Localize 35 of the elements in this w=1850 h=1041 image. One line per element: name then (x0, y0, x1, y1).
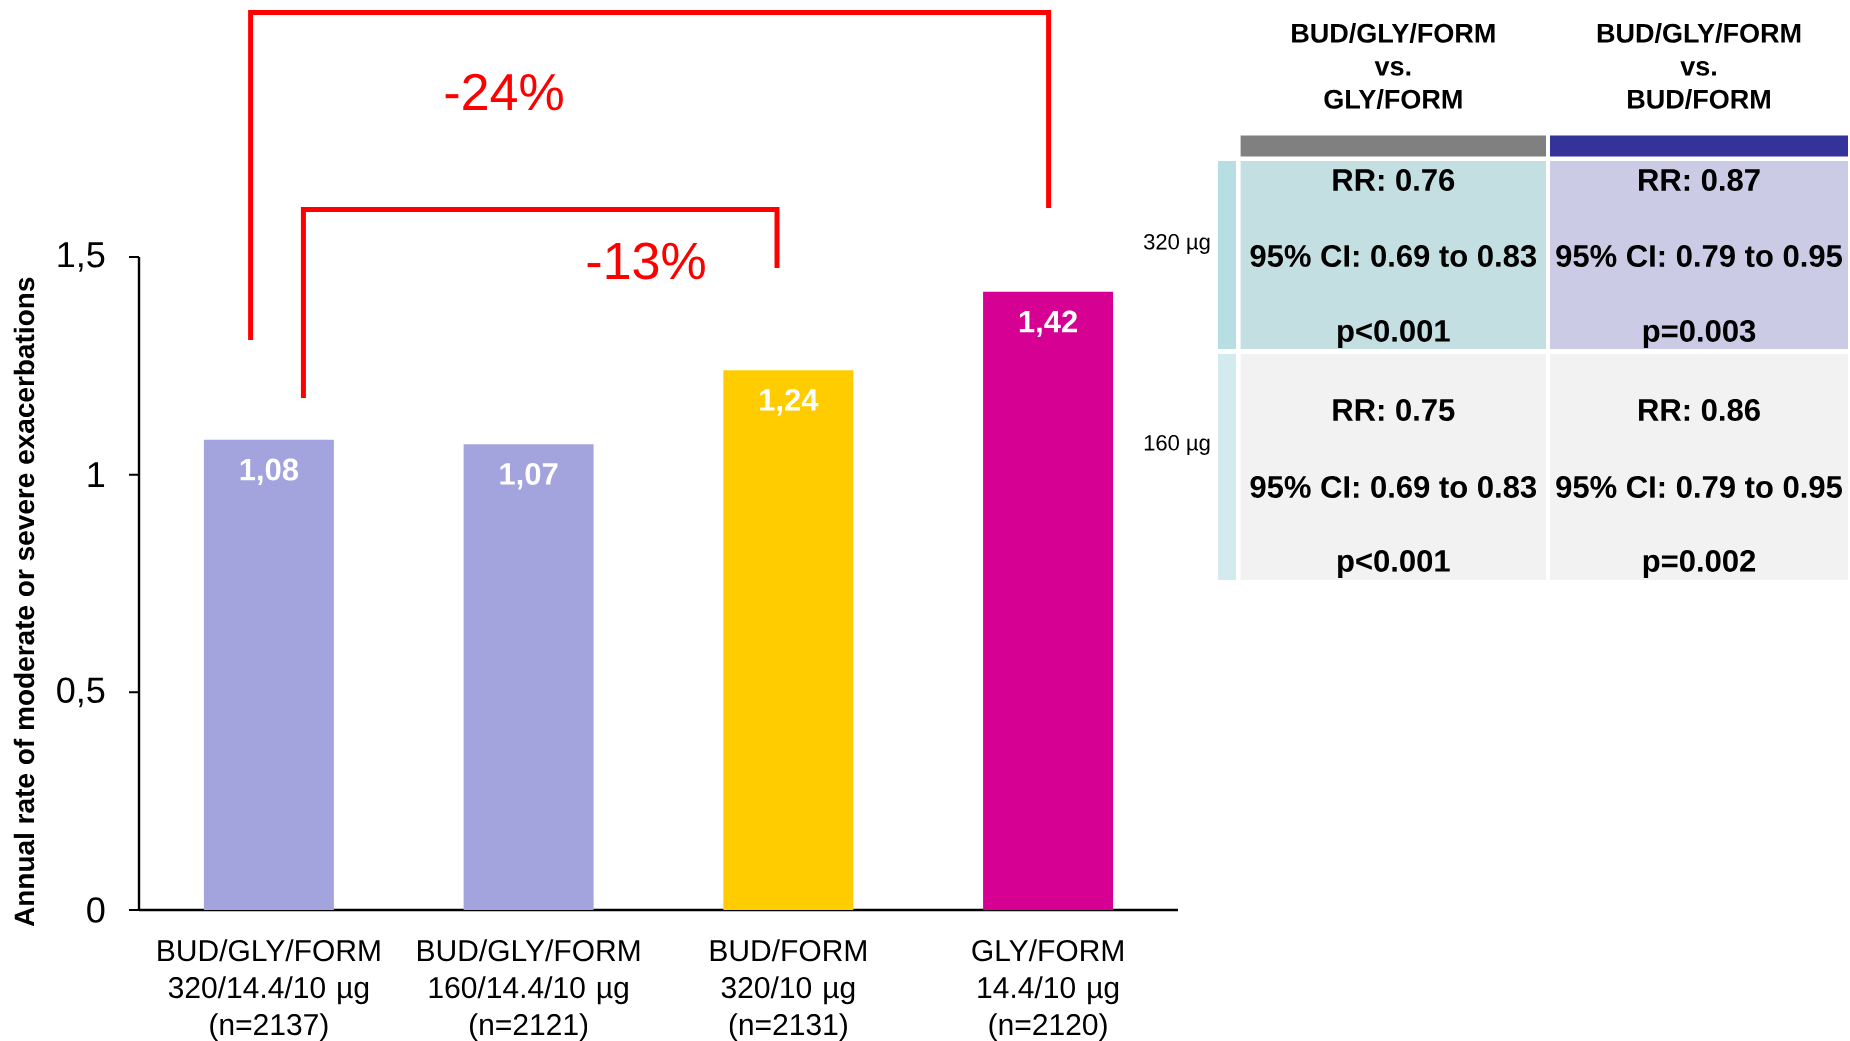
text: p=0.002 (1643, 549, 1756, 579)
bar (463, 444, 594, 910)
y-axis-title: Annual rate of moderate or severe exacerbations (13, 277, 35, 927)
y-tick-label: 1 (88, 462, 105, 488)
x-tick-label: BUD/FORM 320/10 µg (n=2131) (710, 939, 866, 1041)
text: 95% CI: 0.69 to 0.83 (1250, 475, 1537, 498)
text: 95% CI: 0.79 to 0.95 (1556, 476, 1842, 498)
bar (983, 291, 1114, 910)
category-label: BUD/GLY/FORM vs. GLY/FORM (1292, 22, 1495, 110)
text: p<0.001 (1338, 319, 1450, 349)
annotation: -13% (587, 242, 705, 280)
x-tick-label: BUD/GLY/FORM 160/14.4/10 µg (n=2121) (418, 939, 640, 1041)
text: 95% CI: 0.69 to 0.83 (1250, 244, 1537, 267)
y-tick-label: 1,5 (58, 242, 105, 272)
bar (203, 439, 334, 910)
text: -24% (445, 73, 563, 111)
y-tick-label: 0 (87, 897, 105, 923)
data-label: 1,08 (240, 458, 299, 486)
x-tick-label: GLY/FORM 14.4/10 µg (n=2120) (972, 939, 1123, 1041)
text: RR: 0.75 (1333, 399, 1455, 421)
x-tick-label: BUD/GLY/FORM 320/14.4/10 µg (n=2137) (158, 939, 380, 1041)
category-label: 320 µg (1143, 234, 1210, 254)
category-label: 160 µg (1144, 435, 1210, 455)
bar (723, 370, 854, 910)
text: p<0.001 (1338, 549, 1450, 579)
y-tick-label: 0,5 (57, 677, 105, 708)
text: 95% CI: 0.79 to 0.95 (1556, 245, 1842, 267)
text: RR: 0.86 (1639, 399, 1760, 421)
data-label: 1,07 (500, 462, 558, 490)
data-label: 1,24 (760, 388, 819, 416)
text: RR: 0.76 (1333, 169, 1455, 191)
text: RR: 0.87 (1639, 169, 1760, 191)
text: p=0.003 (1643, 319, 1756, 349)
data-label: 1,42 (1019, 310, 1077, 338)
category-label: BUD/GLY/FORM vs. BUD/FORM (1597, 22, 1801, 110)
